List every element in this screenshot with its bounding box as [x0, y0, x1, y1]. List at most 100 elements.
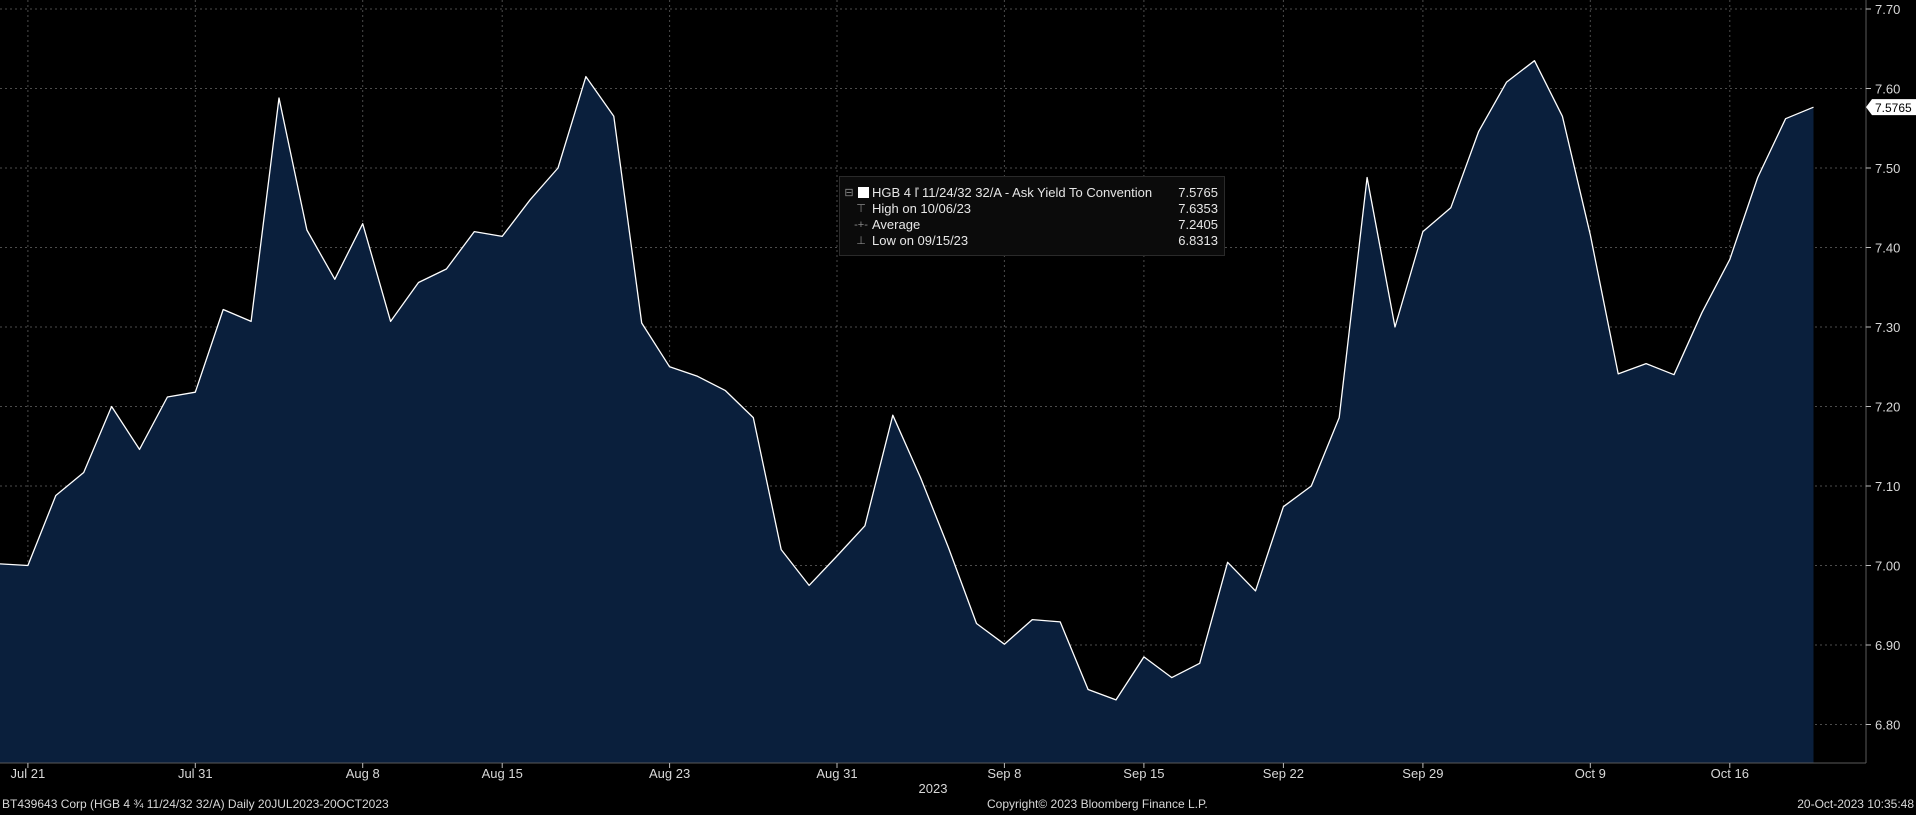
series-point [976, 623, 978, 625]
series-point [1283, 506, 1285, 508]
plot-series [0, 60, 1814, 763]
series-point [808, 585, 810, 587]
series-point [501, 236, 503, 238]
x-tick-label: Aug 15 [482, 766, 523, 781]
series-point [418, 282, 420, 284]
series-point [27, 565, 29, 567]
series-point [920, 477, 922, 479]
y-tick-label: 7.60 [1875, 82, 1900, 97]
x-tick-label: Oct 9 [1575, 766, 1606, 781]
y-tick-label: 7.30 [1875, 320, 1900, 335]
series-point [1450, 207, 1452, 209]
series-point [613, 116, 615, 118]
series-point [334, 279, 336, 281]
series-point [529, 199, 531, 201]
series-point [1506, 81, 1508, 83]
series-point [1087, 689, 1089, 691]
series-point [1032, 619, 1034, 621]
series-point [697, 375, 699, 377]
legend-high-label: High on 10/06/23 [872, 201, 972, 216]
legend-high-value: 7.6353 [1178, 201, 1218, 216]
series-point [446, 268, 448, 270]
x-tick-label: Aug 23 [649, 766, 690, 781]
legend-series-value: 7.5765 [1178, 185, 1218, 200]
series-point [1227, 562, 1229, 564]
x-tick-label: Aug 8 [346, 766, 380, 781]
legend-row-high: ⊤ High on 10/06/23 7.6353 [840, 201, 1224, 217]
legend-series-label: HGB 4 ľ 11/24/32 32/A - Ask Yield To Con… [872, 185, 1153, 200]
series-point [250, 321, 252, 323]
x-tick-label: Oct 16 [1711, 766, 1749, 781]
series-point [111, 406, 113, 408]
series-line [0, 60, 1814, 701]
x-tick-label: Sep 22 [1263, 766, 1304, 781]
series-point [557, 167, 559, 169]
series-point [222, 309, 224, 311]
series-point [1813, 106, 1815, 108]
series-point [1617, 373, 1619, 375]
series-point [1366, 177, 1368, 179]
y-axis: 6.80 6.90 7.00 7.10 7.20 7.30 7.40 7.50 7.60 7.70 [1866, 2, 1900, 733]
series-point [139, 449, 141, 451]
series-point [780, 549, 782, 551]
series-point [474, 231, 476, 233]
x-tick-label: Aug 31 [816, 766, 857, 781]
series-area-fill [0, 60, 1814, 763]
series-point [1645, 363, 1647, 365]
series-point [1534, 60, 1536, 62]
series-point [1115, 699, 1117, 701]
series-point [167, 396, 169, 398]
last-value-label: 7.5765 [1875, 101, 1912, 115]
series-swatch-icon [858, 187, 869, 198]
legend-box: ⊟ HGB 4 ľ 11/24/32 32/A - Ask Yield To C… [839, 176, 1225, 256]
y-tick-label: 7.70 [1875, 2, 1900, 17]
y-tick-label: 7.00 [1875, 559, 1900, 574]
series-point [1422, 231, 1424, 233]
series-point [278, 97, 280, 99]
y-tick-label: 7.50 [1875, 161, 1900, 176]
collapse-icon[interactable]: ⊟ [844, 187, 854, 199]
x-tick-label: Sep 8 [987, 766, 1021, 781]
legend-average-label: Average [872, 217, 921, 232]
x-tick-label: Sep 29 [1402, 766, 1443, 781]
series-point [1004, 643, 1006, 645]
series-point [585, 76, 587, 78]
x-axis-year-label: 2023 [918, 781, 948, 796]
y-tick-label: 6.80 [1875, 718, 1900, 733]
series-point [1311, 485, 1313, 487]
y-tick-label: 7.10 [1875, 479, 1900, 494]
footer-timestamp: 20-Oct-2023 10:35:48 [1797, 797, 1914, 811]
series-point [1338, 417, 1340, 419]
series-point [195, 391, 197, 393]
series-point [1255, 590, 1257, 592]
series-point [1478, 131, 1480, 133]
series-point [1562, 116, 1564, 118]
series-point [1143, 656, 1145, 658]
series-point [948, 547, 950, 549]
x-tick-label: Jul 21 [11, 766, 46, 781]
legend-row-low: ⊥ Low on 09/15/23 6.8313 [840, 233, 1224, 249]
low-marker-icon: ⊥ [856, 235, 866, 247]
series-point [641, 322, 643, 324]
series-point [1171, 677, 1173, 679]
footer-security-info: BT439643 Corp (HGB 4 ¾ 11/24/32 32/A) Da… [2, 797, 389, 811]
series-point [306, 229, 308, 231]
series-point [362, 223, 364, 225]
series-point [836, 555, 838, 557]
x-axis: Jul 21 Jul 31 Aug 8 Aug 15 Aug 23 Aug 31 Sep 8… [11, 763, 1749, 781]
series-point [1757, 177, 1759, 179]
series-point [83, 472, 85, 474]
series-point [55, 495, 57, 497]
x-tick-label: Sep 15 [1123, 766, 1164, 781]
average-marker-icon: -+- [854, 219, 868, 231]
last-value-marker: 7.5765 [1866, 99, 1916, 116]
y-tick-label: 7.20 [1875, 400, 1900, 415]
series-point [1590, 234, 1592, 236]
series-point [1059, 621, 1061, 623]
series-point [892, 414, 894, 416]
last-value-tag [1866, 99, 1916, 116]
series-point [753, 417, 755, 419]
series-point [864, 525, 866, 527]
series-point [725, 390, 727, 392]
legend-average-value: 7.2405 [1178, 217, 1218, 232]
